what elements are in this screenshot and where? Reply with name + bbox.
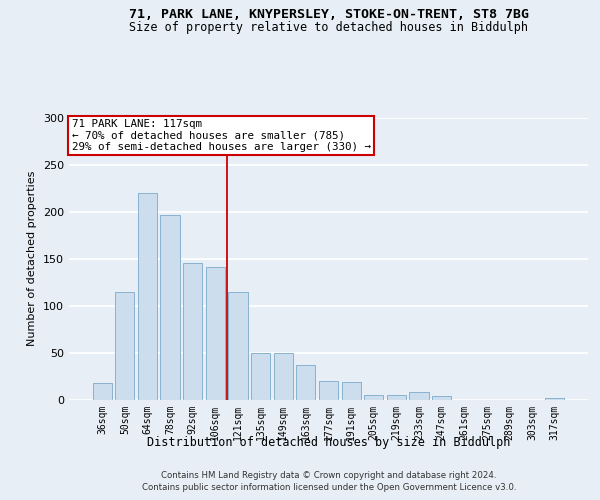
Bar (296, 365, 316, 400)
Y-axis label: Number of detached properties: Number of detached properties (28, 171, 37, 346)
Bar (319, 381, 338, 400)
Text: Contains public sector information licensed under the Open Government Licence v3: Contains public sector information licen… (142, 482, 516, 492)
Text: Size of property relative to detached houses in Biddulph: Size of property relative to detached ho… (130, 21, 528, 34)
Bar (251, 353, 270, 400)
Bar (160, 216, 180, 400)
Bar (409, 392, 428, 400)
Bar (229, 292, 248, 400)
Bar (341, 382, 361, 400)
Text: Contains HM Land Registry data © Crown copyright and database right 2024.: Contains HM Land Registry data © Crown c… (161, 472, 497, 480)
Bar (545, 398, 565, 400)
Bar (387, 396, 406, 400)
Bar (206, 267, 225, 400)
Bar (92, 383, 112, 400)
Bar (274, 353, 293, 400)
Bar (364, 396, 383, 400)
Bar (432, 396, 451, 400)
Text: Distribution of detached houses by size in Biddulph: Distribution of detached houses by size … (147, 436, 511, 449)
Text: 71, PARK LANE, KNYPERSLEY, STOKE-ON-TRENT, ST8 7BG: 71, PARK LANE, KNYPERSLEY, STOKE-ON-TREN… (129, 8, 529, 20)
Bar (115, 292, 134, 400)
Bar (138, 193, 157, 400)
Bar (183, 264, 202, 400)
Text: 71 PARK LANE: 117sqm
← 70% of detached houses are smaller (785)
29% of semi-deta: 71 PARK LANE: 117sqm ← 70% of detached h… (71, 119, 371, 152)
